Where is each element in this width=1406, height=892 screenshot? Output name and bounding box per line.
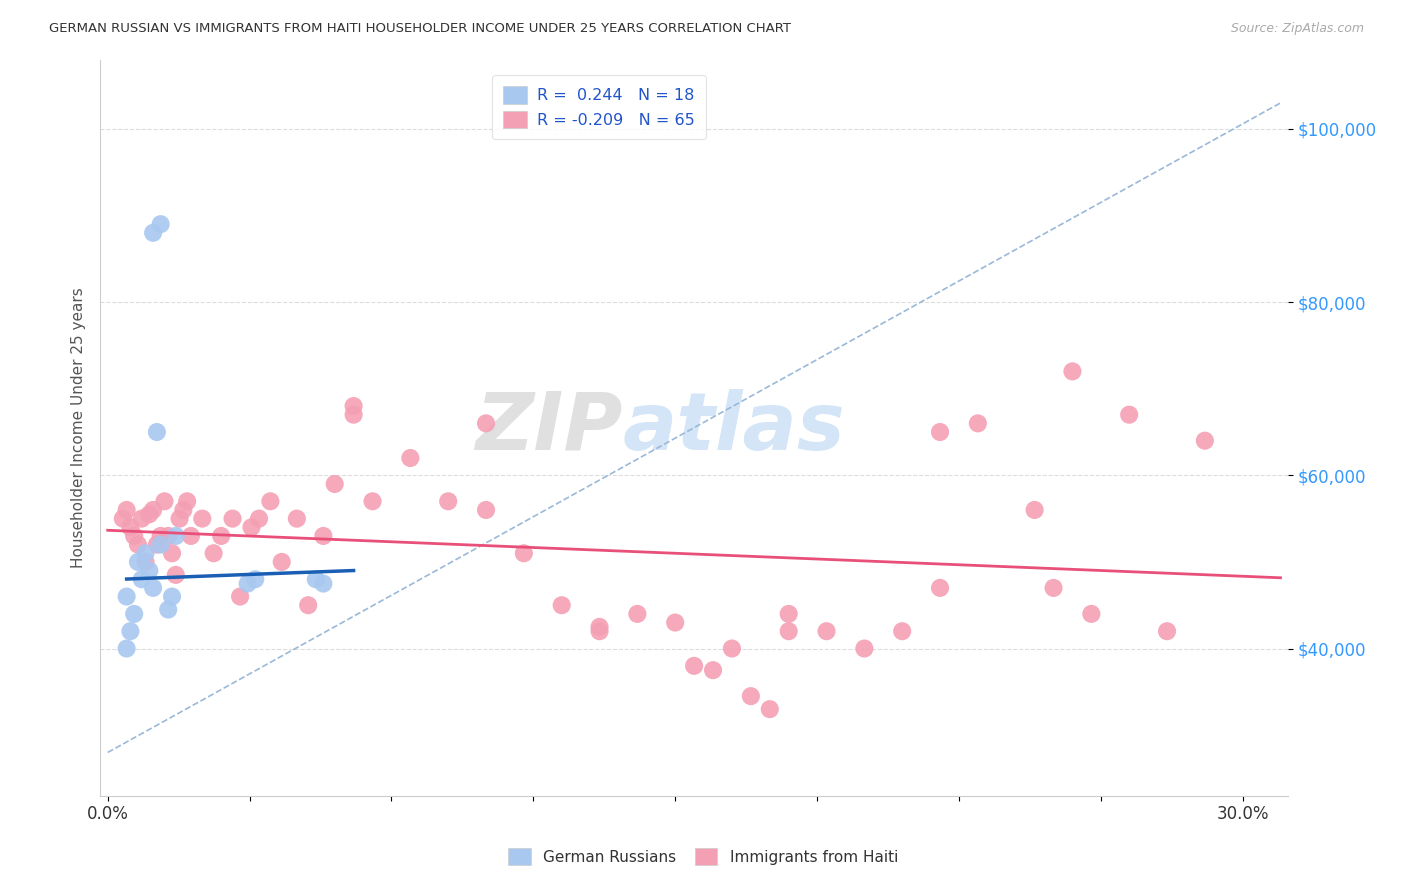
Point	[929, 581, 952, 595]
Point	[236, 576, 259, 591]
Point	[343, 399, 366, 413]
Point	[966, 417, 988, 431]
Point	[122, 607, 145, 621]
Point	[475, 417, 498, 431]
Point	[142, 503, 165, 517]
Point	[176, 494, 198, 508]
Point	[270, 555, 292, 569]
Point	[285, 511, 308, 525]
Point	[740, 689, 762, 703]
Point	[1042, 581, 1064, 595]
Legend: German Russians, Immigrants from Haiti: German Russians, Immigrants from Haiti	[502, 842, 904, 871]
Point	[1156, 624, 1178, 639]
Point	[115, 590, 138, 604]
Point	[475, 503, 498, 517]
Point	[149, 529, 172, 543]
Point	[122, 529, 145, 543]
Point	[399, 450, 422, 465]
Point	[191, 511, 214, 525]
Point	[146, 538, 169, 552]
Point	[588, 620, 610, 634]
Point	[149, 217, 172, 231]
Point	[297, 599, 319, 613]
Legend: R =  0.244   N = 18, R = -0.209   N = 65: R = 0.244 N = 18, R = -0.209 N = 65	[492, 75, 706, 139]
Point	[115, 503, 138, 517]
Point	[142, 581, 165, 595]
Point	[160, 590, 183, 604]
Point	[111, 511, 134, 525]
Point	[778, 607, 800, 621]
Point	[312, 529, 335, 543]
Point	[135, 546, 157, 560]
Text: Source: ZipAtlas.com: Source: ZipAtlas.com	[1230, 22, 1364, 36]
Point	[135, 555, 157, 569]
Point	[588, 624, 610, 639]
Point	[127, 538, 149, 552]
Point	[221, 511, 243, 525]
Point	[180, 529, 202, 543]
Point	[149, 538, 172, 552]
Text: ZIP: ZIP	[475, 389, 623, 467]
Point	[929, 425, 952, 439]
Y-axis label: Householder Income Under 25 years: Householder Income Under 25 years	[72, 287, 86, 568]
Point	[815, 624, 838, 639]
Point	[131, 572, 153, 586]
Point	[1118, 408, 1140, 422]
Point	[138, 564, 160, 578]
Point	[758, 702, 780, 716]
Point	[157, 529, 180, 543]
Point	[115, 641, 138, 656]
Point	[259, 494, 281, 508]
Point	[157, 602, 180, 616]
Point	[323, 477, 346, 491]
Point	[247, 511, 270, 525]
Point	[120, 520, 142, 534]
Point	[229, 590, 252, 604]
Point	[138, 508, 160, 522]
Point	[305, 572, 328, 586]
Point	[437, 494, 460, 508]
Point	[853, 641, 876, 656]
Point	[702, 663, 724, 677]
Point	[131, 511, 153, 525]
Point	[146, 425, 169, 439]
Point	[513, 546, 536, 560]
Point	[1024, 503, 1046, 517]
Point	[343, 408, 366, 422]
Point	[245, 572, 267, 586]
Point	[891, 624, 914, 639]
Point	[361, 494, 384, 508]
Point	[550, 599, 572, 613]
Point	[1194, 434, 1216, 448]
Point	[626, 607, 648, 621]
Point	[664, 615, 686, 630]
Text: atlas: atlas	[623, 389, 845, 467]
Point	[209, 529, 232, 543]
Point	[160, 546, 183, 560]
Point	[120, 624, 142, 639]
Point	[778, 624, 800, 639]
Point	[1080, 607, 1102, 621]
Point	[312, 576, 335, 591]
Text: GERMAN RUSSIAN VS IMMIGRANTS FROM HAITI HOUSEHOLDER INCOME UNDER 25 YEARS CORREL: GERMAN RUSSIAN VS IMMIGRANTS FROM HAITI …	[49, 22, 792, 36]
Point	[142, 226, 165, 240]
Point	[165, 529, 187, 543]
Point	[240, 520, 263, 534]
Point	[165, 568, 187, 582]
Point	[683, 658, 706, 673]
Point	[202, 546, 225, 560]
Point	[169, 511, 191, 525]
Point	[153, 494, 176, 508]
Point	[1062, 364, 1084, 378]
Point	[172, 503, 194, 517]
Point	[721, 641, 744, 656]
Point	[127, 555, 149, 569]
